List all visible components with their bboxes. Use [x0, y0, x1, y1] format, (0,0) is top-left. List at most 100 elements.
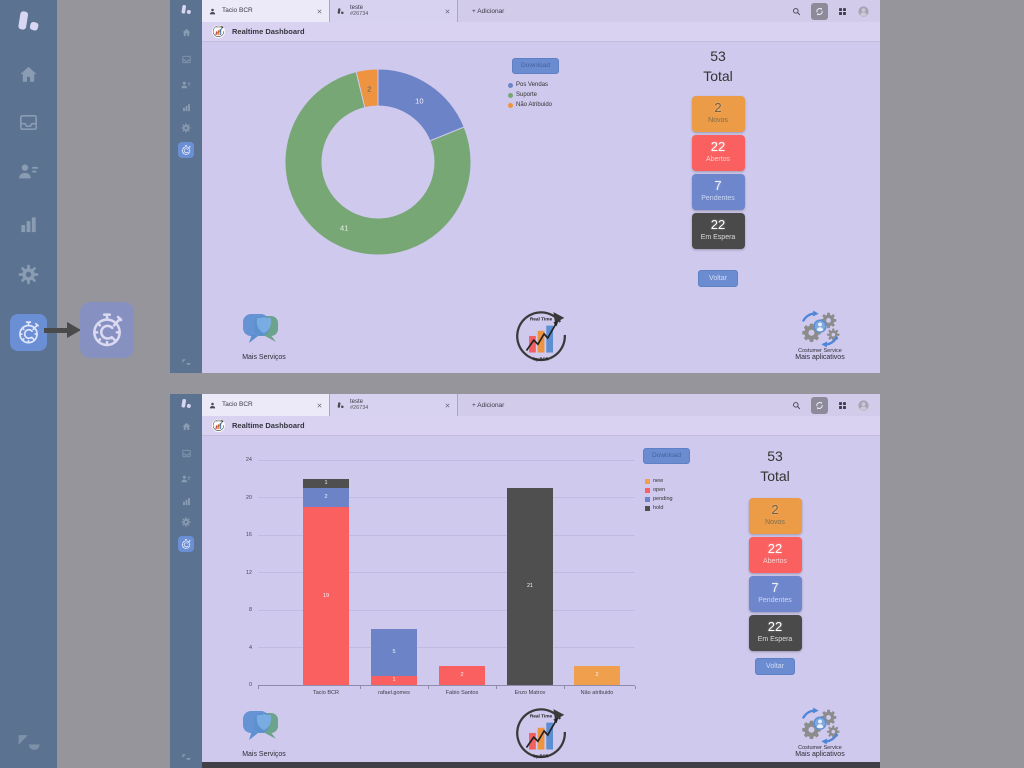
- category-label: Tacio BCR: [313, 690, 339, 696]
- window-bottom-edge: [202, 762, 880, 768]
- close-icon[interactable]: [444, 8, 451, 15]
- gridline: [258, 572, 635, 573]
- contacts-icon[interactable]: [180, 473, 192, 485]
- status-badge: 7 Pendentes: [748, 576, 802, 612]
- realtime-dashboard-nav-button[interactable]: [10, 314, 47, 351]
- more-services-label: Mais Serviços: [242, 354, 286, 361]
- search-icon[interactable]: [791, 400, 802, 411]
- page-title: Realtime Dashboard: [232, 421, 305, 430]
- stopwatch-icon: [180, 538, 192, 550]
- add-tab-button[interactable]: + Adicionar: [472, 401, 505, 409]
- legend-label: pending: [653, 496, 673, 502]
- reports-icon[interactable]: [17, 213, 40, 236]
- contacts-icon[interactable]: [180, 79, 192, 91]
- settings-gear-icon[interactable]: [16, 262, 41, 287]
- more-apps-shortcut[interactable]: Costumer Service Mais aplicativos: [778, 707, 862, 758]
- page-header: Real Time by BCR Realtime Dashboard: [202, 416, 880, 436]
- more-services-shortcut[interactable]: Mais Serviços: [226, 313, 302, 361]
- legend-swatch: [645, 505, 650, 511]
- sync-icon[interactable]: [811, 396, 828, 414]
- tab-teste[interactable]: teste #26734: [330, 394, 458, 416]
- donut-slice: [355, 68, 379, 109]
- inbox-icon[interactable]: [181, 54, 192, 65]
- customer-service-label: Costumer Service: [798, 348, 842, 354]
- settings-gear-icon[interactable]: [180, 516, 192, 528]
- badge-value: 22: [710, 217, 726, 232]
- close-icon[interactable]: [444, 402, 451, 409]
- inbox-icon[interactable]: [181, 448, 192, 459]
- bar-value: 1: [392, 676, 396, 683]
- category-label: Não atribuido: [580, 690, 614, 696]
- inbox-icon[interactable]: [17, 111, 40, 134]
- home-icon[interactable]: [181, 27, 192, 38]
- bar-value: 2: [595, 672, 599, 679]
- realtime-bcr-logo: Real Time by BCR: [512, 705, 570, 762]
- profile-avatar[interactable]: [857, 5, 870, 18]
- legend-item: pending: [645, 496, 673, 502]
- badge-label: Em Espera: [700, 234, 736, 241]
- tab-actions: [791, 0, 880, 22]
- dashboard-screenshot-bar: Tacio BCR teste #26734 + Adicionar Real …: [170, 394, 880, 768]
- stopwatch-icon: [15, 319, 42, 346]
- bar-segment: 5: [371, 628, 417, 676]
- bar-value: 2: [460, 672, 464, 679]
- add-tab-button[interactable]: + Adicionar: [472, 7, 505, 15]
- chat-bubbles-icon: [240, 710, 288, 750]
- contacts-icon[interactable]: [16, 159, 41, 184]
- settings-gear-icon[interactable]: [180, 122, 192, 134]
- status-badge: 7 Pendentes: [691, 174, 745, 210]
- app-logo-icon: [179, 3, 193, 17]
- bar-value: 19: [322, 592, 330, 599]
- close-icon[interactable]: [316, 8, 323, 15]
- legend-label: open: [653, 487, 666, 493]
- apps-grid-icon[interactable]: [837, 6, 848, 17]
- legend-swatch: [645, 487, 650, 493]
- svg-text:Real Time: Real Time: [530, 316, 553, 322]
- total-label: Total: [760, 468, 790, 484]
- bar-legend: new open pending hold: [645, 478, 673, 514]
- tab-tacio-bcr[interactable]: Tacio BCR: [202, 394, 330, 416]
- more-apps-shortcut[interactable]: Costumer Service Mais aplicativos: [778, 310, 862, 361]
- donut-slice-value: 2: [367, 84, 372, 94]
- legend-item: new: [645, 478, 673, 484]
- reports-icon[interactable]: [181, 496, 192, 507]
- close-icon[interactable]: [316, 402, 323, 409]
- category-label: Enzo Matrov: [514, 690, 546, 696]
- realtime-dashboard-nav-button[interactable]: [178, 142, 194, 158]
- apps-grid-icon[interactable]: [837, 400, 848, 411]
- legend-swatch: [645, 478, 650, 484]
- svg-text:by BCR: by BCR: [217, 36, 221, 38]
- zendesk-logo-icon: [180, 751, 192, 763]
- category-label: Fabio Santos: [445, 690, 479, 696]
- y-tick-label: 0: [248, 682, 252, 688]
- tab-teste[interactable]: teste #26734: [330, 0, 458, 22]
- home-icon[interactable]: [181, 421, 192, 432]
- reports-icon[interactable]: [181, 102, 192, 113]
- svg-text:by BCR: by BCR: [217, 430, 221, 432]
- legend-swatch: [645, 496, 650, 502]
- search-icon[interactable]: [791, 6, 802, 17]
- page-title: Realtime Dashboard: [232, 27, 305, 36]
- badge-label: Abertos: [705, 156, 731, 163]
- profile-avatar[interactable]: [857, 399, 870, 412]
- back-button[interactable]: Voltar: [755, 658, 795, 675]
- donut-slice-value: 10: [415, 96, 424, 106]
- home-icon[interactable]: [17, 63, 40, 86]
- more-services-shortcut[interactable]: Mais Serviços: [226, 710, 302, 758]
- sync-icon[interactable]: [811, 2, 828, 20]
- back-button[interactable]: Voltar: [698, 270, 738, 287]
- realtime-dashboard-nav-button[interactable]: [178, 536, 194, 552]
- download-button[interactable]: Download: [512, 58, 559, 74]
- app-logo-icon: [13, 7, 43, 37]
- download-button[interactable]: Download: [643, 448, 690, 464]
- customer-service-label: Costumer Service: [798, 745, 842, 751]
- y-tick-label: 12: [245, 569, 252, 576]
- person-icon: [208, 7, 217, 16]
- realtime-logo-icon: Real Time by BCR: [212, 25, 225, 38]
- app-logo-icon: [336, 401, 345, 410]
- svg-text:Real Time: Real Time: [530, 713, 553, 719]
- chat-bubbles-icon: [240, 313, 288, 353]
- page-header: Real Time by BCR Realtime Dashboard: [202, 22, 880, 42]
- legend-item: Pos Vendas: [508, 82, 552, 88]
- tab-tacio-bcr[interactable]: Tacio BCR: [202, 0, 330, 22]
